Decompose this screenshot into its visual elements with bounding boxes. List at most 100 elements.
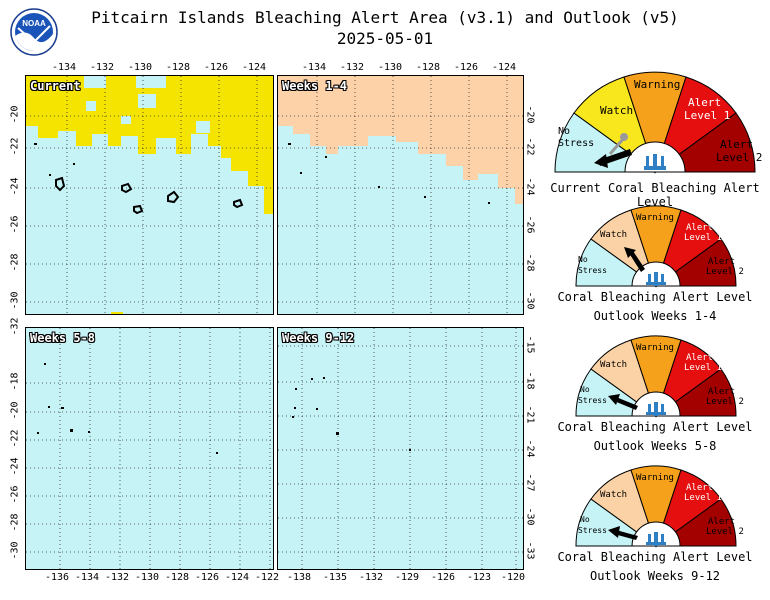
svg-text:Stress: Stress bbox=[578, 526, 607, 535]
x-tick-label: -128 bbox=[165, 572, 190, 583]
svg-text:Alert: Alert bbox=[720, 138, 753, 151]
x-tick-label: -122 bbox=[255, 572, 280, 583]
x-tick-label: -129 bbox=[395, 572, 420, 583]
y-tick-label: -26 bbox=[9, 485, 21, 504]
x-tick-label: -130 bbox=[135, 572, 160, 583]
y-tick-label: -30 bbox=[524, 291, 536, 310]
y-tick-label: -20 bbox=[9, 105, 21, 124]
y-tick-label: -30 bbox=[9, 541, 21, 560]
y-tick-label: -24 bbox=[9, 177, 21, 196]
svg-text:Watch: Watch bbox=[600, 230, 627, 240]
noaa-logo: NOAA bbox=[10, 8, 58, 56]
x-tick-label: -130 bbox=[128, 62, 153, 73]
x-tick-label: -126 bbox=[431, 572, 456, 583]
svg-text:Level 1: Level 1 bbox=[684, 109, 730, 122]
y-tick-label: -33 bbox=[524, 541, 536, 560]
svg-text:Alert: Alert bbox=[708, 517, 735, 527]
y-tick-label: -18 bbox=[524, 371, 536, 390]
panel-label: Weeks 1-4 bbox=[282, 79, 348, 93]
svg-text:Stress: Stress bbox=[578, 396, 607, 405]
y-tick-label: -15 bbox=[524, 335, 536, 354]
y-tick-label: -20 bbox=[9, 401, 21, 420]
svg-text:Level 2: Level 2 bbox=[706, 527, 744, 537]
reef-outlines bbox=[55, 176, 244, 215]
y-tick-label: -24 bbox=[524, 439, 536, 458]
ocean-gaps bbox=[86, 94, 210, 133]
svg-text:Stress: Stress bbox=[558, 138, 594, 149]
svg-text:Warning: Warning bbox=[636, 473, 674, 483]
x-tick-label: -132 bbox=[105, 572, 130, 583]
x-tick-label: -134 bbox=[52, 62, 77, 73]
svg-text:Level 2: Level 2 bbox=[706, 397, 744, 407]
svg-text:No: No bbox=[578, 255, 588, 264]
x-tick-label: -134 bbox=[302, 62, 327, 73]
svg-text:Warning: Warning bbox=[636, 213, 674, 223]
outlook-watch-area bbox=[278, 76, 523, 204]
svg-text:Alert: Alert bbox=[708, 387, 735, 397]
x-tick-label: -123 bbox=[467, 572, 492, 583]
panel-label: Weeks 9-12 bbox=[282, 331, 355, 345]
x-tick-label: -135 bbox=[323, 572, 348, 583]
y-tick-label: -28 bbox=[9, 253, 21, 272]
x-tick-label: -130 bbox=[378, 62, 403, 73]
y-tick-label: -26 bbox=[524, 215, 536, 234]
svg-text:Alert: Alert bbox=[708, 257, 735, 267]
x-tick-label: -134 bbox=[75, 572, 100, 583]
x-tick-label: -132 bbox=[340, 62, 365, 73]
x-tick-label: -128 bbox=[416, 62, 441, 73]
svg-text:Alert: Alert bbox=[686, 223, 713, 233]
y-tick-label: -20 bbox=[524, 105, 536, 124]
svg-text:Watch: Watch bbox=[600, 360, 627, 370]
x-tick-label: -124 bbox=[242, 62, 267, 73]
panel-label: Weeks 5-8 bbox=[30, 331, 96, 345]
x-tick-label: -126 bbox=[204, 62, 229, 73]
svg-text:Warning: Warning bbox=[636, 343, 674, 353]
svg-text:Alert: Alert bbox=[686, 483, 713, 493]
grid bbox=[26, 76, 273, 314]
gauge-no-stress-label: No bbox=[558, 126, 570, 137]
svg-text:No: No bbox=[580, 515, 590, 524]
gauge-caption-2: Outlook Weeks 5-8 bbox=[593, 439, 717, 453]
svg-text:Watch: Watch bbox=[600, 490, 627, 500]
page-date: 2025-05-01 bbox=[336, 29, 434, 48]
svg-text:Level 1: Level 1 bbox=[684, 233, 722, 243]
x-tick-label: -138 bbox=[287, 572, 312, 583]
y-tick-label: -32 bbox=[9, 317, 21, 336]
y-tick-label: -21 bbox=[524, 405, 536, 424]
svg-text:Level 1: Level 1 bbox=[684, 493, 722, 503]
y-tick-label: -26 bbox=[9, 215, 21, 234]
svg-text:Level 2: Level 2 bbox=[706, 267, 744, 277]
svg-text:No: No bbox=[580, 385, 590, 394]
svg-text:Level 1: Level 1 bbox=[684, 363, 722, 373]
y-tick-label: -27 bbox=[524, 473, 536, 492]
map-panel-weeks-9-12: Weeks 9-12 bbox=[277, 327, 524, 570]
y-tick-label: -18 bbox=[9, 372, 21, 391]
gauge-caption: Coral Bleaching Alert Level bbox=[557, 420, 753, 434]
map-panel-current: Current bbox=[25, 75, 274, 315]
map-weeks-1-4-svg bbox=[278, 76, 523, 314]
gauge-warning-label: Warning bbox=[634, 78, 680, 91]
y-tick-label: -28 bbox=[9, 513, 21, 532]
map-panel-weeks-1-4: Weeks 1-4 bbox=[277, 75, 524, 315]
svg-text:Level 2: Level 2 bbox=[716, 151, 762, 164]
y-tick-label: -22 bbox=[9, 429, 21, 448]
islands bbox=[37, 363, 218, 454]
gauge-watch-label: Watch bbox=[600, 104, 633, 117]
islands bbox=[288, 143, 490, 204]
gauge-alert1-label: Alert bbox=[688, 96, 721, 109]
x-tick-label: -126 bbox=[454, 62, 479, 73]
svg-text:Stress: Stress bbox=[578, 266, 607, 275]
y-tick-label: -24 bbox=[9, 457, 21, 476]
y-tick-label: -22 bbox=[9, 137, 21, 156]
x-tick-label: -124 bbox=[225, 572, 250, 583]
islands bbox=[292, 377, 411, 451]
gauge-caption-2: Outlook Weeks 9-12 bbox=[589, 569, 721, 583]
x-tick-label: -126 bbox=[195, 572, 220, 583]
islands bbox=[34, 143, 75, 176]
svg-text:Alert: Alert bbox=[686, 353, 713, 363]
gauge-caption: Coral Bleaching Alert Level bbox=[557, 290, 753, 304]
gauge-caption-2: Outlook Weeks 1-4 bbox=[593, 309, 717, 323]
